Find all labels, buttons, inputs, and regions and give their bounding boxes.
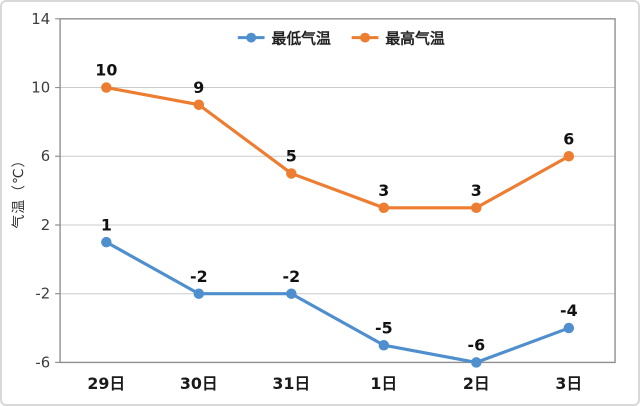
y-tick-label: 2 bbox=[41, 216, 50, 234]
plot-border bbox=[59, 18, 616, 364]
min-temp-line bbox=[104, 240, 571, 364]
min-temp-data-label: -5 bbox=[375, 318, 393, 337]
x-category-label: 2日 bbox=[463, 374, 490, 393]
min-temp-point bbox=[101, 236, 112, 248]
y-tick-label: -6 bbox=[35, 353, 50, 371]
min-temp-data-label: -6 bbox=[468, 336, 486, 355]
x-category-label: 1日 bbox=[370, 374, 397, 393]
max-temp-data-label: 10 bbox=[95, 61, 117, 80]
max-temp-line bbox=[104, 85, 571, 210]
max-temp-point bbox=[193, 99, 205, 110]
y-tick-label: 6 bbox=[41, 147, 50, 165]
max-temp-data-label: 6 bbox=[563, 129, 574, 148]
x-category-label: 31日 bbox=[272, 374, 310, 393]
y-tick-label: -2 bbox=[35, 285, 50, 303]
min-temp-legend-label: 最低气温 bbox=[271, 30, 331, 48]
max-temp-data-label: 3 bbox=[471, 181, 482, 200]
max-temp-legend-marker bbox=[360, 32, 371, 43]
min-temp-point bbox=[378, 339, 390, 351]
min-temp-data-label: 1 bbox=[101, 215, 112, 234]
min-temp-point bbox=[193, 288, 205, 299]
max-temp-data-label: 5 bbox=[286, 147, 297, 166]
max-temp-point bbox=[563, 151, 575, 162]
min-temp-data-label: -2 bbox=[283, 267, 301, 286]
max-temp-legend-label: 最高气温 bbox=[385, 30, 445, 48]
max-temp-data-label: 3 bbox=[378, 181, 389, 200]
min-temp-point bbox=[563, 322, 575, 334]
y-tick-label: 14 bbox=[31, 10, 50, 28]
max-temp-point bbox=[378, 202, 390, 214]
x-category-label: 30日 bbox=[180, 374, 218, 393]
x-category-label: 3日 bbox=[555, 374, 582, 393]
min-temp-point bbox=[471, 357, 482, 368]
max-temp-data-label: 9 bbox=[193, 78, 204, 97]
min-temp-point bbox=[286, 288, 297, 299]
min-temp-data-label: -2 bbox=[190, 267, 208, 286]
y-axis-title: 气温（℃） bbox=[11, 153, 27, 229]
min-temp-data-label: -4 bbox=[560, 301, 578, 320]
max-temp-point bbox=[286, 168, 297, 179]
max-temp-point bbox=[471, 202, 482, 214]
legend-item-max-temp: 最高气温 bbox=[351, 30, 445, 48]
legend-item-min-temp: 最低气温 bbox=[237, 30, 331, 48]
y-tick-label: 10 bbox=[31, 78, 50, 96]
max-temp-point bbox=[101, 82, 112, 93]
min-temp-legend-marker bbox=[246, 32, 257, 43]
x-category-label: 29日 bbox=[87, 374, 125, 393]
